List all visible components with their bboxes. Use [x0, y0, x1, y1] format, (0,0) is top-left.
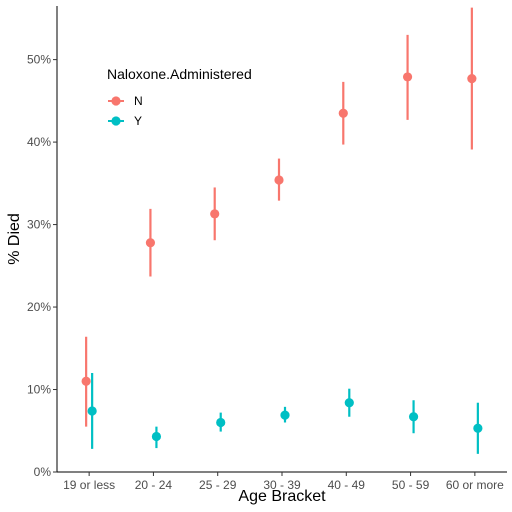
x-axis-title: Age Bracket [238, 488, 326, 505]
data-point-n [338, 108, 348, 118]
data-point-y [344, 398, 354, 408]
legend-key-n [108, 96, 124, 106]
y-tick-label: 10% [27, 383, 51, 397]
x-tick-label: 40 - 49 [328, 478, 366, 492]
data-point-y [216, 417, 226, 428]
legend-key-y [108, 116, 124, 126]
x-tick-label: 20 - 24 [135, 478, 173, 492]
chart-axes: 0% 10% 20% 30% 40% 50% 19 or less 20 - 24 25 - 2… [6, 6, 507, 505]
data-point-y [408, 412, 419, 422]
y-axis-title: % Died [6, 213, 23, 265]
data-point-y [87, 406, 97, 416]
data-point-n [81, 376, 91, 386]
y-tick-label: 20% [27, 300, 51, 314]
legend-label: N [134, 94, 143, 108]
y-tick-label: 40% [27, 135, 51, 149]
legend: Naloxone.Administered NY [107, 66, 252, 128]
data-point-n [145, 238, 156, 248]
data-point-y [151, 431, 162, 442]
legend-label: Y [134, 114, 142, 128]
data-point-n [467, 73, 477, 84]
y-tick-label: 30% [27, 218, 51, 232]
y-tick-label: 0% [34, 465, 52, 479]
data-point-n [210, 209, 220, 219]
chart-marks [81, 7, 483, 454]
data-point-y [280, 410, 290, 420]
x-tick-label: 60 or more [446, 478, 504, 492]
x-tick-label: 50 - 59 [392, 478, 430, 492]
data-point-n [274, 175, 284, 185]
data-point-n [402, 72, 413, 82]
x-tick-label: 19 or less [63, 478, 115, 492]
y-tick-label: 50% [27, 53, 51, 67]
legend-title: Naloxone.Administered [107, 66, 252, 82]
legend-key-point [111, 96, 121, 106]
x-tick-label: 30 - 39 [263, 478, 301, 492]
data-point-y [473, 423, 483, 433]
legend-key-point [111, 116, 121, 126]
x-tick-label: 25 - 29 [199, 478, 237, 492]
